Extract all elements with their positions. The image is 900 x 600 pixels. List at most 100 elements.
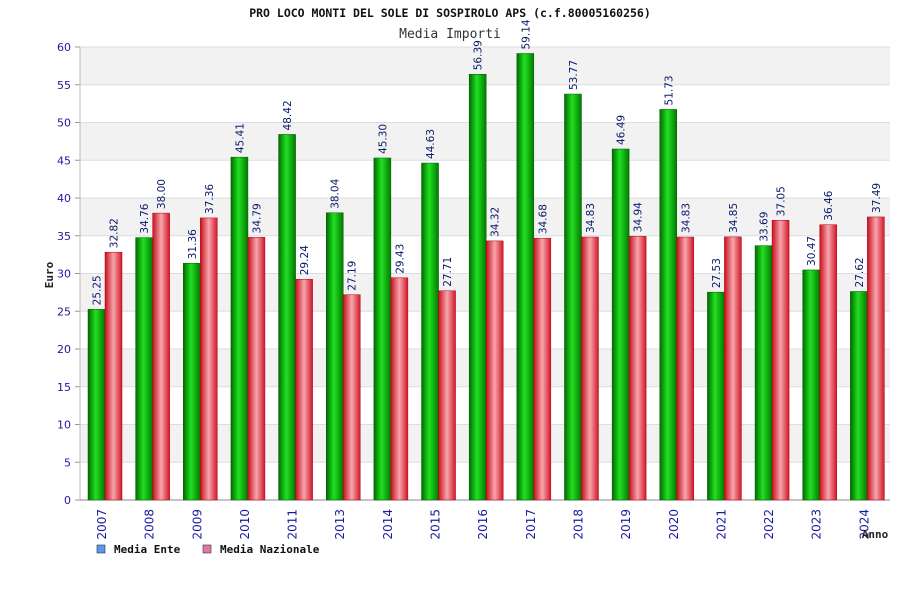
data-label-media-nazionale-2013: 27.19 [347,261,359,291]
x-tick-label-2009: 2009 [190,509,204,540]
bar-media-ente-2011 [278,134,296,501]
data-label-media-ente-2020: 51.73 [663,75,675,105]
data-label-media-nazionale-2022: 37.05 [776,186,788,216]
y-tick-label: 60 [57,41,71,54]
bar-media-nazionale-2024 [867,216,885,501]
y-tick-label: 55 [57,79,71,92]
bar-media-nazionale-2013 [342,294,361,501]
data-labels: 25.25 32.82 34.76 38.00 31.36 37.36 45.41 34.79… [92,19,883,305]
bar-media-ente-2017 [516,53,535,501]
data-label-media-ente-2017: 59.14 [520,19,532,49]
data-label-media-ente-2013: 38.04 [330,178,342,208]
x-tick-label-2017: 2017 [524,509,538,540]
bar-media-nazionale-2016 [485,240,504,501]
data-label-media-nazionale-2008: 38.00 [156,179,168,209]
x-tick-label-2014: 2014 [381,509,395,540]
data-label-media-ente-2015: 44.63 [425,129,437,159]
data-label-media-ente-2022: 33.69 [759,212,771,242]
data-label-media-ente-2016: 56.39 [473,40,485,70]
bar-media-ente-2018 [564,93,582,501]
data-label-media-ente-2014: 45.30 [377,124,389,154]
data-label-media-nazionale-2011: 29.24 [299,245,311,275]
y-tick-label: 50 [57,117,71,130]
x-tick-label-2021: 2021 [714,509,728,540]
x-axis-ticks: 2007 2008 2009 2010 2011 2013 2014 2015 2016 2017… [95,509,871,540]
data-label-media-nazionale-2010: 34.79 [251,203,263,233]
legend-swatch-media-nazionale [202,544,212,554]
bar-media-nazionale-2018 [581,236,599,501]
y-tick-label: 20 [57,343,71,356]
y-tick-label: 45 [57,154,71,167]
bar-media-nazionale-2017 [533,237,552,501]
bar-media-ente-2015 [421,162,439,501]
data-label-media-nazionale-2009: 37.36 [204,184,216,214]
x-tick-label-2020: 2020 [667,509,681,540]
x-tick-label-2010: 2010 [238,509,252,540]
x-tick-label-2008: 2008 [143,509,157,540]
bar-media-ente-2013 [325,212,344,501]
y-tick-label: 35 [57,230,71,243]
bar-media-nazionale-2011 [295,278,313,501]
y-axis-ticks: 0 5 10 15 20 25 30 35 40 45 50 55 60 [57,41,71,507]
data-label-media-nazionale-2015: 27.71 [442,257,454,287]
x-tick-label-2016: 2016 [476,509,490,540]
data-label-media-nazionale-2014: 29.43 [394,244,406,274]
data-label-media-nazionale-2018: 34.83 [585,203,597,233]
data-label-media-ente-2021: 27.53 [711,258,723,288]
y-tick-label: 30 [57,268,71,281]
bar-media-nazionale-2021 [724,236,742,501]
data-label-media-nazionale-2007: 32.82 [109,218,121,248]
bar-media-ente-2007 [87,309,106,501]
data-label-media-ente-2024: 27.62 [854,257,866,287]
bar-media-nazionale-2010 [247,237,266,501]
x-axis-label: Anno [862,528,889,541]
bar-media-ente-2009 [183,262,201,501]
x-tick-label-2024: 2024 [857,509,871,540]
bar-media-nazionale-2015 [438,290,456,501]
y-tick-label: 15 [57,381,71,394]
x-tick-label-2011: 2011 [286,509,300,540]
legend: Media Ente Media Nazionale [96,543,320,556]
bar-media-ente-2008 [135,237,153,501]
bar-media-nazionale-2022 [771,220,790,501]
y-tick-label: 25 [57,305,71,318]
data-label-media-nazionale-2023: 36.46 [823,190,835,220]
bars [87,53,885,501]
y-axis-label: Euro [43,261,56,288]
bar-media-ente-2019 [611,148,630,501]
data-label-media-ente-2011: 48.42 [282,100,294,130]
legend-swatch-media-ente [96,544,106,554]
x-tick-label-2013: 2013 [333,509,347,540]
bar-media-ente-2022 [754,245,773,501]
bar-media-ente-2024 [850,291,868,501]
data-label-media-nazionale-2019: 34.94 [633,202,645,232]
chart-title: PRO LOCO MONTI DEL SOLE DI SOSPIROLO APS… [249,6,651,20]
bar-media-nazionale-2019 [628,235,647,501]
data-label-media-nazionale-2024: 37.49 [871,183,883,213]
x-tick-label-2023: 2023 [810,509,824,540]
y-tick-label: 0 [64,494,71,507]
bar-media-ente-2021 [707,291,725,501]
data-label-media-nazionale-2020: 34.83 [680,203,692,233]
data-label-media-ente-2023: 30.47 [806,236,818,266]
data-label-media-ente-2018: 53.77 [568,60,580,90]
bar-media-nazionale-2020 [676,236,695,501]
data-label-media-nazionale-2016: 34.32 [490,207,502,237]
y-tick-label: 5 [64,456,71,469]
data-label-media-ente-2009: 31.36 [187,229,199,259]
x-tick-label-2007: 2007 [95,509,109,540]
bar-media-nazionale-2008 [152,212,170,501]
data-label-media-ente-2010: 45.41 [234,123,246,153]
bar-media-nazionale-2007 [104,251,123,501]
bar-media-ente-2020 [659,109,678,501]
y-tick-label: 10 [57,419,71,432]
data-label-media-ente-2007: 25.25 [92,275,104,305]
chart-subtitle: Media Importi [399,27,501,42]
x-tick-label-2018: 2018 [571,509,585,540]
bar-media-nazionale-2023 [819,224,837,501]
legend-label-media-nazionale: Media Nazionale [220,543,320,556]
data-label-media-ente-2019: 46.49 [616,115,628,145]
legend-label-media-ente: Media Ente [114,543,181,556]
bar-media-nazionale-2014 [390,277,409,501]
data-label-media-ente-2008: 34.76 [139,203,151,233]
